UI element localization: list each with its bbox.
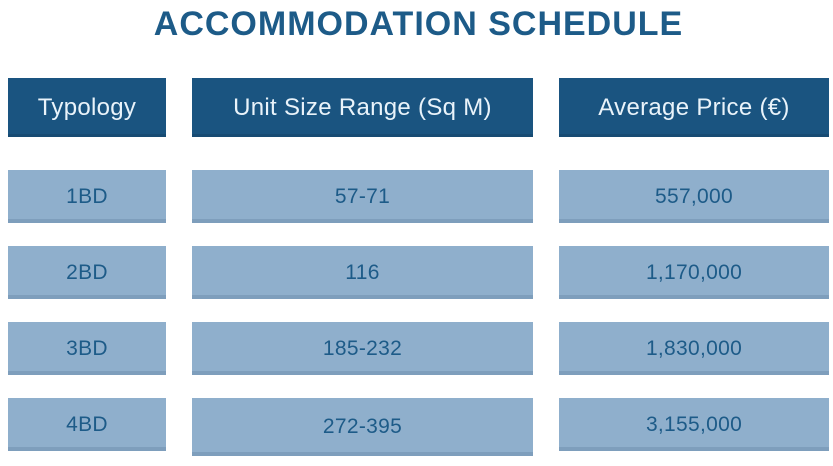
table-body: 1BD 57-71 557,000 2BD 116 1,170,000 3BD … [8,170,833,456]
cell-typology-1bd: 1BD [8,170,166,223]
cell-avg-price-2bd: 1,170,000 [559,246,829,299]
cell-size-range-1bd: 57-71 [192,170,533,223]
cell-avg-price-3bd: 1,830,000 [559,322,829,375]
cell-typology-3bd: 3BD [8,322,166,375]
table-header-row: Typology Unit Size Range (Sq M) Average … [8,78,833,137]
page-title: ACCOMMODATION SCHEDULE [153,5,684,43]
cell-avg-price-4bd: 3,155,000 [559,398,829,451]
cell-avg-price-1bd: 557,000 [559,170,829,223]
cell-size-range-4bd: 272-395 [192,398,533,456]
cell-size-range-3bd: 185-232 [192,322,533,375]
cell-typology-4bd: 4BD [8,398,166,451]
cell-size-range-2bd: 116 [192,246,533,299]
cell-typology-2bd: 2BD [8,246,166,299]
column-header-unit-size-range: Unit Size Range (Sq M) [192,78,533,137]
column-header-typology: Typology [8,78,166,137]
column-header-average-price: Average Price (€) [559,78,829,137]
